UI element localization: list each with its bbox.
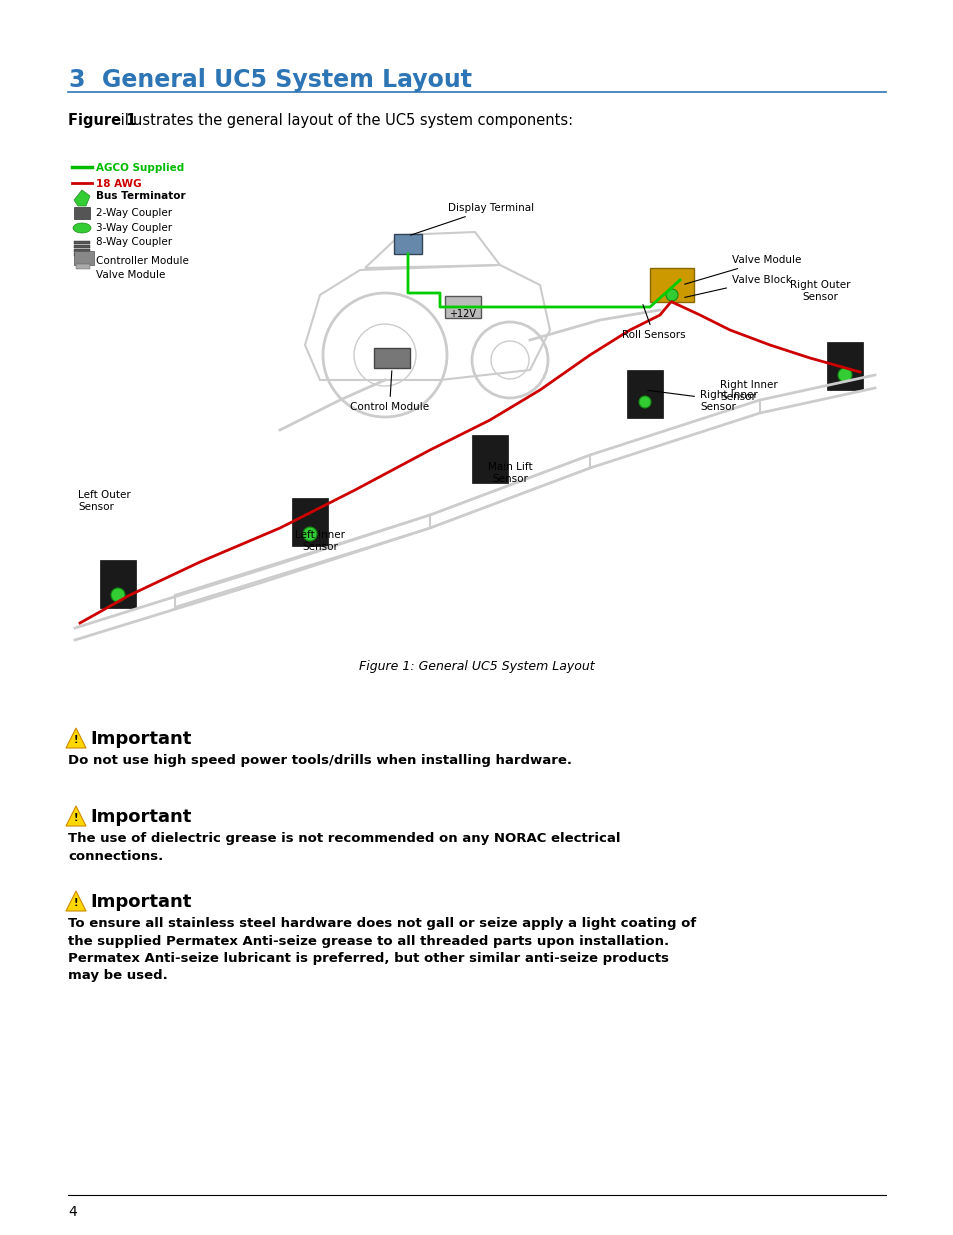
- Bar: [74, 207, 90, 219]
- Text: Right Inner
Sensor: Right Inner Sensor: [720, 380, 777, 401]
- Text: Roll Sensors: Roll Sensors: [621, 305, 685, 340]
- Bar: [826, 342, 862, 390]
- Text: Main Lift
Sensor: Main Lift Sensor: [487, 462, 532, 484]
- Bar: [74, 241, 90, 245]
- Polygon shape: [66, 806, 86, 826]
- Text: !: !: [73, 898, 78, 909]
- Circle shape: [837, 368, 851, 382]
- Text: Left Outer
Sensor: Left Outer Sensor: [78, 490, 131, 511]
- Text: 3-Way Coupler: 3-Way Coupler: [96, 224, 172, 233]
- Text: illustrates the general layout of the UC5 system components:: illustrates the general layout of the UC…: [116, 112, 573, 128]
- Text: !: !: [73, 814, 78, 824]
- Text: Valve Block: Valve Block: [684, 275, 791, 298]
- Text: Right Inner
Sensor: Right Inner Sensor: [647, 390, 757, 411]
- Bar: [292, 498, 328, 546]
- Circle shape: [639, 396, 650, 408]
- Text: Bus Terminator: Bus Terminator: [96, 191, 186, 201]
- Text: Do not use high speed power tools/drills when installing hardware.: Do not use high speed power tools/drills…: [68, 755, 572, 767]
- Text: Controller Module
Valve Module: Controller Module Valve Module: [96, 256, 189, 280]
- Text: Right Outer
Sensor: Right Outer Sensor: [789, 280, 849, 301]
- Polygon shape: [66, 727, 86, 748]
- Text: 8-Way Coupler: 8-Way Coupler: [96, 237, 172, 247]
- Bar: [649, 268, 693, 303]
- Text: General UC5 System Layout: General UC5 System Layout: [102, 68, 472, 91]
- Text: 18 AWG: 18 AWG: [96, 179, 141, 189]
- Text: Valve Module: Valve Module: [684, 254, 801, 284]
- Bar: [74, 253, 90, 256]
- Text: To ensure all stainless steel hardware does not gall or seize apply a light coat: To ensure all stainless steel hardware d…: [68, 918, 696, 983]
- Bar: [74, 251, 94, 266]
- Text: Important: Important: [90, 730, 192, 748]
- Text: 3: 3: [68, 68, 85, 91]
- Text: AGCO Supplied: AGCO Supplied: [96, 163, 184, 173]
- Circle shape: [111, 588, 125, 601]
- Text: +12V: +12V: [449, 309, 476, 319]
- Text: Important: Important: [90, 893, 192, 911]
- Text: Figure 1: General UC5 System Layout: Figure 1: General UC5 System Layout: [359, 659, 594, 673]
- Text: Figure 1: Figure 1: [68, 112, 136, 128]
- Circle shape: [303, 527, 316, 541]
- Text: 2-Way Coupler: 2-Way Coupler: [96, 207, 172, 219]
- Circle shape: [665, 289, 678, 301]
- Text: Left Inner
Sensor: Left Inner Sensor: [294, 530, 345, 552]
- Polygon shape: [66, 890, 86, 911]
- Text: Display Terminal: Display Terminal: [410, 203, 534, 235]
- Bar: [472, 435, 507, 483]
- Text: 4: 4: [68, 1205, 76, 1219]
- Bar: [444, 296, 480, 317]
- Bar: [394, 233, 421, 254]
- Text: !: !: [73, 735, 78, 746]
- Bar: [100, 559, 136, 608]
- Polygon shape: [74, 190, 90, 206]
- Text: Important: Important: [90, 808, 192, 826]
- Bar: [74, 249, 90, 252]
- Bar: [626, 370, 662, 417]
- Text: Control Module: Control Module: [350, 370, 429, 412]
- Ellipse shape: [73, 224, 91, 233]
- Bar: [76, 264, 90, 269]
- Bar: [374, 348, 410, 368]
- Text: The use of dielectric grease is not recommended on any NORAC electrical
connecti: The use of dielectric grease is not reco…: [68, 832, 619, 862]
- Bar: [74, 245, 90, 248]
